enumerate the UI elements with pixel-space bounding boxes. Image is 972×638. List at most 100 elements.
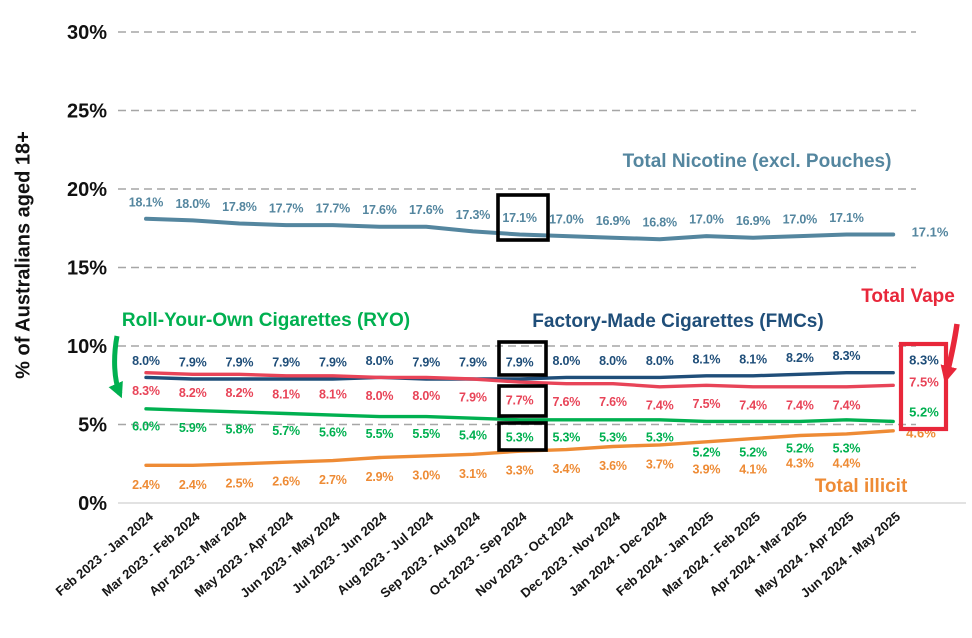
value-label-illicit: 4.1% bbox=[739, 463, 767, 477]
value-label-ryo: 5.3% bbox=[552, 430, 580, 444]
value-label-vape: 7.9% bbox=[459, 391, 487, 405]
value-label-vape: 7.5% bbox=[693, 397, 721, 411]
y-tick-label-30: 30% bbox=[67, 22, 107, 44]
value-label-vape: 8.1% bbox=[272, 387, 300, 401]
highlight-box-vape bbox=[497, 384, 548, 418]
series-label-fmc: Factory-Made Cigarettes (FMCs) bbox=[532, 311, 824, 332]
value-label-vape: 7.7% bbox=[506, 394, 534, 408]
value-label-illicit: 2.4% bbox=[132, 478, 160, 492]
value-label-illicit: 2.9% bbox=[366, 470, 394, 484]
value-label-fmc: 8.0% bbox=[599, 354, 627, 368]
value-label-ryo: 5.6% bbox=[319, 426, 347, 440]
value-label-illicit: 3.4% bbox=[552, 462, 580, 476]
value-label-total-nicotine: 18.0% bbox=[175, 197, 210, 211]
value-label-vape: 7.6% bbox=[552, 395, 580, 409]
highlight-box-fmc bbox=[497, 340, 548, 377]
value-label-vape: 7.6% bbox=[599, 395, 627, 409]
value-label-ryo: 5.3% bbox=[833, 442, 861, 456]
series-label-total-illicit: Total illicit bbox=[814, 476, 908, 497]
value-label-fmc: 8.3% bbox=[909, 353, 939, 368]
value-label-ryo: 5.3% bbox=[599, 430, 627, 444]
value-label-ryo: 5.3% bbox=[646, 430, 674, 444]
value-label-fmc: 7.9% bbox=[272, 356, 300, 370]
value-label-total-nicotine: 16.9% bbox=[736, 214, 771, 228]
value-label-total-nicotine: 17.7% bbox=[269, 202, 304, 216]
value-label-vape: 8.0% bbox=[412, 389, 440, 403]
value-label-illicit: 3.6% bbox=[599, 459, 627, 473]
value-label-illicit: 3.9% bbox=[693, 463, 721, 477]
value-label-total-nicotine: 17.0% bbox=[689, 213, 724, 227]
y-tick-label-20: 20% bbox=[67, 179, 107, 201]
value-label-fmc: 8.1% bbox=[693, 352, 721, 366]
y-axis-title: % of Australians aged 18+ bbox=[12, 131, 35, 379]
value-label-vape: 7.4% bbox=[786, 398, 814, 412]
series-label-total-nicotine: Total Nicotine (excl. Pouches) bbox=[622, 151, 892, 172]
value-label-ryo: 5.2% bbox=[693, 446, 721, 460]
value-label-fmc: 7.9% bbox=[179, 356, 207, 370]
value-label-ryo: 5.4% bbox=[459, 429, 487, 443]
value-label-fmc: 7.9% bbox=[506, 356, 534, 370]
value-label-ryo: 6.0% bbox=[132, 419, 160, 433]
value-label-fmc: 7.9% bbox=[459, 356, 487, 370]
value-label-fmc: 8.3% bbox=[833, 349, 861, 363]
value-label-total-nicotine: 17.1% bbox=[829, 211, 864, 225]
value-label-vape: 8.2% bbox=[226, 386, 254, 400]
y-tick-label-5: 5% bbox=[78, 415, 107, 437]
vape-down-arrow bbox=[940, 323, 960, 383]
value-label-total-nicotine: 17.0% bbox=[783, 213, 818, 227]
value-label-vape: 7.4% bbox=[739, 398, 767, 412]
series-line-fmc bbox=[144, 371, 895, 381]
value-label-fmc: 8.0% bbox=[132, 354, 160, 368]
value-label-ryo: 5.2% bbox=[909, 405, 939, 420]
y-tick-label-10: 10% bbox=[67, 336, 107, 358]
value-label-ryo: 5.5% bbox=[366, 427, 394, 441]
highlight-box-nicotine bbox=[496, 193, 550, 242]
highlight-box-ryo bbox=[497, 421, 548, 452]
value-label-total-nicotine: 18.1% bbox=[129, 195, 164, 209]
value-label-ryo: 5.2% bbox=[786, 442, 814, 456]
value-label-total-nicotine: 17.8% bbox=[222, 200, 257, 214]
series-line-vape bbox=[144, 371, 895, 389]
value-label-ryo: 5.9% bbox=[179, 421, 207, 435]
series-label-ryo: Roll-Your-Own Cigarettes (RYO) bbox=[121, 310, 411, 331]
value-label-illicit: 2.5% bbox=[226, 476, 254, 490]
value-label-ryo: 5.5% bbox=[412, 427, 440, 441]
value-label-illicit: 3.0% bbox=[412, 468, 440, 482]
value-label-illicit: 3.7% bbox=[646, 457, 674, 471]
value-label-fmc: 7.9% bbox=[412, 356, 440, 370]
y-tick-label-0: 0% bbox=[78, 493, 107, 515]
y-tick-label-25: 25% bbox=[67, 101, 107, 123]
value-label-total-nicotine: 17.1% bbox=[912, 225, 949, 240]
value-label-fmc: 8.0% bbox=[366, 354, 394, 368]
value-label-illicit: 2.6% bbox=[272, 475, 300, 489]
value-label-total-nicotine: 17.7% bbox=[316, 202, 351, 216]
value-label-illicit: 4.3% bbox=[786, 457, 814, 471]
value-label-ryo: 5.8% bbox=[226, 422, 254, 436]
value-label-illicit: 2.7% bbox=[319, 473, 347, 487]
y-tick-label-15: 15% bbox=[67, 258, 107, 280]
value-label-ryo: 5.7% bbox=[272, 424, 300, 438]
value-label-vape: 8.3% bbox=[132, 384, 160, 398]
value-label-fmc: 7.9% bbox=[226, 356, 254, 370]
value-label-fmc: 8.0% bbox=[552, 354, 580, 368]
value-label-illicit: 4.4% bbox=[833, 457, 861, 471]
value-label-vape: 8.2% bbox=[179, 386, 207, 400]
value-label-total-nicotine: 17.1% bbox=[502, 211, 537, 225]
series-label-total-vape: Total Vape bbox=[861, 286, 955, 307]
value-label-ryo: 5.3% bbox=[506, 430, 534, 444]
ryo-down-arrow bbox=[108, 335, 123, 399]
series-line-ryo bbox=[144, 407, 895, 424]
value-label-total-nicotine: 17.0% bbox=[549, 213, 584, 227]
series-line-total-nicotine bbox=[144, 216, 896, 242]
value-label-vape: 7.4% bbox=[646, 398, 674, 412]
value-label-fmc: 8.0% bbox=[646, 354, 674, 368]
value-label-ryo: 5.2% bbox=[739, 446, 767, 460]
value-label-vape: 7.5% bbox=[909, 375, 939, 390]
value-label-illicit: 3.1% bbox=[459, 467, 487, 481]
value-label-total-nicotine: 16.8% bbox=[642, 216, 677, 230]
value-label-fmc: 8.2% bbox=[786, 351, 814, 365]
value-label-vape: 8.1% bbox=[319, 387, 347, 401]
value-label-illicit: 2.4% bbox=[179, 478, 207, 492]
